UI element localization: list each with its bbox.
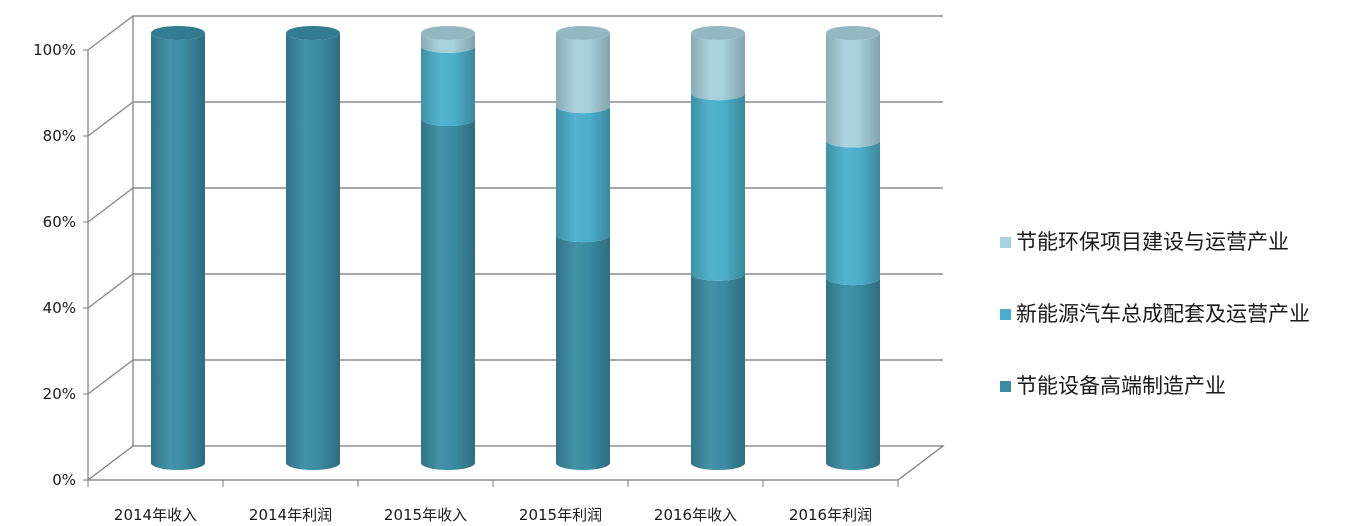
bar <box>691 273 745 470</box>
bar <box>826 33 880 148</box>
bar-stack <box>691 26 745 470</box>
legend-label: 新能源汽车总成配套及运营产业 <box>1016 302 1310 326</box>
bar-stack <box>286 26 340 470</box>
gridlines <box>87 15 943 395</box>
bar <box>151 33 205 470</box>
bar-stack <box>151 26 205 470</box>
x-tick-label: 2015年利润 <box>519 506 602 524</box>
y-axis-ticks: 0% 20% 40% 60% 80% 100% <box>33 41 88 489</box>
y-tick-label: 100% <box>33 41 76 59</box>
bar <box>421 45 475 126</box>
bars <box>151 26 880 470</box>
gridline <box>87 15 943 51</box>
chart-walls <box>86 16 945 481</box>
bar <box>556 235 610 470</box>
x-axis-ticks: 2014年收入 2014年利润 2015年收入 2015年利润 2016年收入 2016年… <box>87 480 899 524</box>
x-tick-label: 2015年收入 <box>384 506 467 524</box>
legend-label: 节能环保项目建设与运营产业 <box>1016 230 1289 254</box>
bar-top-cap <box>556 26 610 40</box>
legend-swatch <box>1000 309 1011 320</box>
chart-floor <box>86 445 945 481</box>
x-tick-label: 2014年利润 <box>249 506 332 524</box>
bar <box>691 33 745 101</box>
bar <box>556 33 610 114</box>
bar-top-cap <box>826 26 880 40</box>
gridline <box>87 359 943 395</box>
bar-top-cap <box>286 26 340 40</box>
x-tick-label: 2014年收入 <box>114 506 197 524</box>
bar <box>556 106 610 243</box>
gridline <box>87 187 943 223</box>
bar-top-cap <box>151 26 205 40</box>
y-tick-label: 20% <box>43 385 76 403</box>
bar <box>286 33 340 470</box>
bar-top-cap <box>421 26 475 40</box>
bar-stack <box>826 26 880 470</box>
legend-swatch <box>1000 237 1011 248</box>
gridline <box>87 273 943 309</box>
y-tick-label: 80% <box>43 127 76 145</box>
bar <box>421 33 475 53</box>
legend-label: 节能设备高端制造产业 <box>1016 374 1226 398</box>
bar <box>691 93 745 281</box>
y-tick-label: 40% <box>43 299 76 317</box>
bar-stack <box>556 26 610 470</box>
bar <box>826 140 880 286</box>
legend-swatch <box>1000 381 1011 392</box>
bar <box>421 119 475 470</box>
y-tick-label: 60% <box>43 213 76 231</box>
y-tick-label: 0% <box>52 471 76 489</box>
x-tick-label: 2016年收入 <box>654 506 737 524</box>
gridline <box>87 101 943 137</box>
x-tick-label: 2016年利润 <box>789 506 872 524</box>
bar <box>826 278 880 470</box>
bar-top-cap <box>691 26 745 40</box>
bar-stack <box>421 26 475 470</box>
